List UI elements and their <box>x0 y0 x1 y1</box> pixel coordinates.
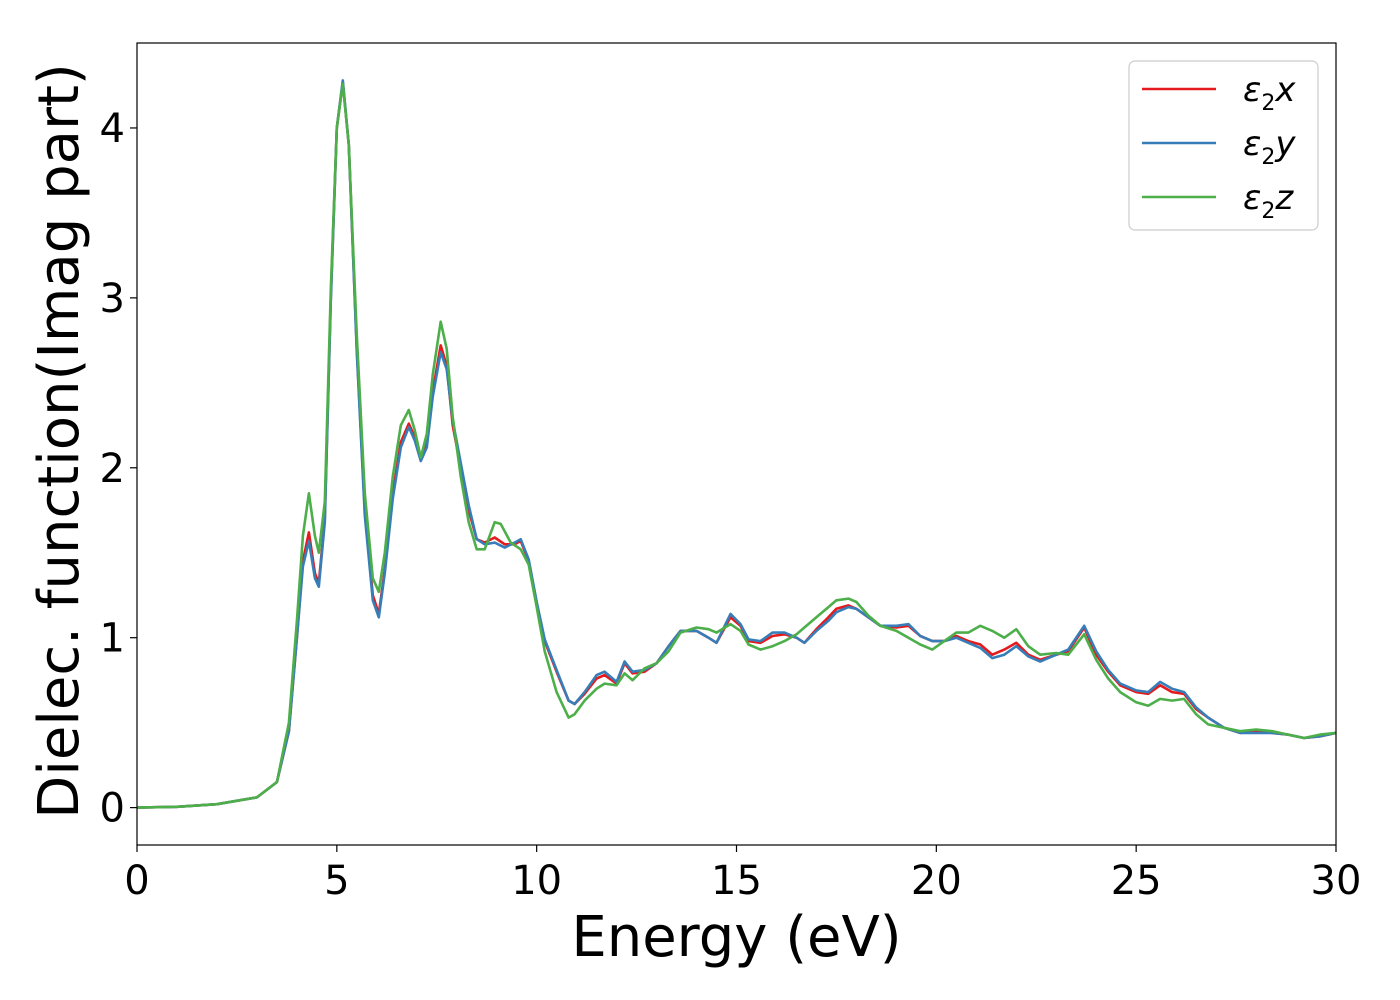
x-tick-label: 25 <box>1111 858 1162 904</box>
legend: ε2x ε2y ε2z <box>1128 60 1319 231</box>
x-tick-label: 10 <box>511 858 562 904</box>
x-tick-label: 0 <box>124 858 149 904</box>
axis-ticks: 0 5 10 15 20 25 30 0 1 2 3 4 <box>100 106 1362 904</box>
legend-label-y: ε2y <box>1243 124 1296 170</box>
y-tick-label: 2 <box>100 446 125 492</box>
x-tick-label: 5 <box>324 858 349 904</box>
y-axis-label: Dielec. function(Imag part) <box>27 63 92 819</box>
x-tick-label: 20 <box>911 858 962 904</box>
series-line-z <box>137 82 1336 809</box>
x-tick-label: 30 <box>1311 858 1362 904</box>
legend-box <box>1128 60 1319 231</box>
y-tick-label: 4 <box>100 106 125 152</box>
series-line-y <box>137 79 1336 809</box>
y-tick-label: 0 <box>100 786 125 832</box>
y-tick-label: 3 <box>100 276 125 322</box>
x-tick-label: 15 <box>711 858 762 904</box>
x-axis-label: Energy (eV) <box>571 905 901 970</box>
legend-label-z: ε2z <box>1243 178 1294 224</box>
legend-label-x: ε2x <box>1243 70 1296 116</box>
y-tick-label: 1 <box>100 616 125 662</box>
series-lines <box>137 79 1336 809</box>
